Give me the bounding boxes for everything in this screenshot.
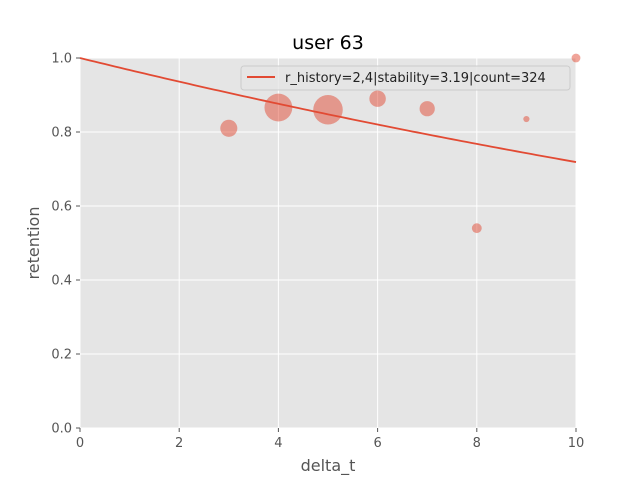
y-tick-label: 1.0 — [51, 52, 72, 67]
x-tick-label: 0 — [76, 436, 84, 451]
scatter-point — [471, 223, 482, 234]
y-tick-label: 0.8 — [51, 126, 72, 141]
x-tick-label: 10 — [568, 436, 585, 451]
scatter-point — [523, 115, 530, 123]
grid — [79, 57, 577, 429]
x-tick-label: 8 — [473, 436, 481, 451]
retention-curve — [79, 57, 577, 163]
y-tick-label: 0.6 — [51, 200, 72, 215]
chart-title: user 63 — [292, 32, 364, 54]
x-tick-label: 6 — [373, 436, 381, 451]
legend-box — [240, 65, 571, 91]
scatter-points — [220, 53, 581, 234]
scatter-point — [419, 101, 435, 117]
y-tick-label: 0.0 — [51, 422, 72, 437]
x-axis-label: delta_t — [301, 456, 356, 476]
scatter-point — [571, 53, 581, 63]
legend: r_history=2,4|stability=3.19|count=324 — [240, 65, 571, 91]
x-tick-label: 2 — [175, 436, 183, 451]
scatter-point — [264, 93, 293, 122]
scatter-point — [220, 119, 238, 137]
legend-label: r_history=2,4|stability=3.19|count=324 — [285, 71, 546, 86]
scatter-point — [369, 90, 386, 107]
x-tick-label: 4 — [274, 436, 282, 451]
x-axis-ticks: 0 2 4 6 8 10 — [76, 428, 584, 451]
scatter-point — [313, 95, 343, 125]
y-axis-label: retention — [24, 207, 43, 280]
y-axis-ticks: 0.0 0.2 0.4 0.6 0.8 1.0 — [51, 52, 80, 437]
y-tick-label: 0.4 — [51, 274, 72, 289]
y-tick-label: 0.2 — [51, 348, 72, 363]
